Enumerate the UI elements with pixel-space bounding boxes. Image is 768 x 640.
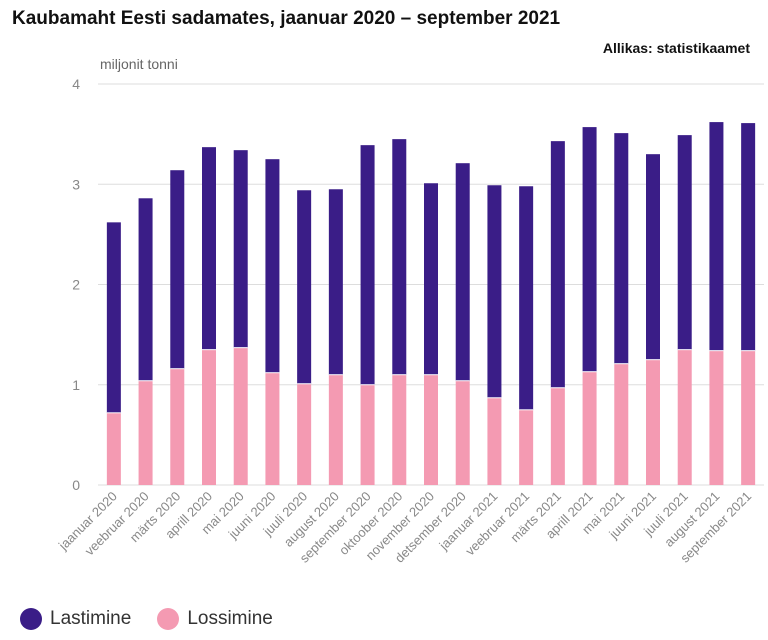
- y-tick-label: 1: [72, 377, 80, 393]
- legend-item-lastimine[interactable]: Lastimine: [20, 608, 131, 630]
- bar-lossimine: [202, 349, 216, 485]
- bar-lastimine: [582, 127, 597, 372]
- bar-lossimine: [265, 372, 280, 485]
- bar-lossimine: [138, 380, 153, 485]
- bar-lastimine: [455, 163, 470, 381]
- bar-lossimine: [582, 371, 597, 485]
- legend-label-lossimine: Lossimine: [187, 608, 273, 629]
- bar-lastimine: [709, 122, 724, 351]
- bar-lastimine: [297, 190, 312, 384]
- bar-lossimine: [455, 380, 470, 485]
- bar-lastimine: [106, 222, 121, 413]
- y-tick-label: 4: [72, 76, 80, 92]
- bar-lossimine: [709, 350, 724, 485]
- bar-lastimine: [233, 150, 248, 348]
- bar-lastimine: [646, 154, 660, 360]
- bar-lastimine: [360, 145, 375, 385]
- y-tick-label: 0: [72, 477, 80, 493]
- bar-lossimine: [614, 363, 629, 485]
- bar-lastimine: [328, 189, 343, 375]
- bar-lossimine: [170, 368, 185, 485]
- bar-lastimine: [741, 123, 756, 351]
- bar-lossimine: [392, 374, 407, 485]
- bar-lastimine: [519, 186, 534, 410]
- legend-item-lossimine[interactable]: Lossimine: [157, 608, 273, 630]
- bar-lastimine: [614, 133, 629, 364]
- bar-lastimine: [170, 170, 185, 369]
- bar-lastimine: [202, 147, 216, 350]
- bar-lastimine: [487, 185, 502, 398]
- y-tick-label: 3: [72, 176, 80, 192]
- bar-lastimine: [677, 135, 692, 350]
- chart-title: Kaubamaht Eesti sadamates, jaanuar 2020 …: [12, 8, 561, 29]
- bar-lossimine: [424, 374, 438, 485]
- bar-lastimine: [424, 183, 438, 375]
- legend-label-lastimine: Lastimine: [50, 608, 132, 629]
- bar-lossimine: [519, 409, 534, 485]
- bar-lastimine: [265, 159, 280, 373]
- y-tick-label: 2: [72, 277, 80, 293]
- bar-lossimine: [297, 383, 312, 485]
- legend-swatch-lastimine: [20, 608, 42, 630]
- legend-swatch-lossimine: [157, 608, 180, 630]
- bar-lossimine: [550, 387, 565, 485]
- bar-lossimine: [487, 397, 502, 485]
- bar-lossimine: [328, 374, 343, 485]
- bar-lastimine: [138, 198, 153, 381]
- bar-lossimine: [646, 359, 660, 485]
- source-label: Allikas: statistikaamet: [602, 40, 750, 56]
- bar-lossimine: [360, 384, 375, 485]
- bar-lossimine: [677, 349, 692, 485]
- bar-lastimine: [550, 141, 565, 388]
- bar-lastimine: [392, 139, 407, 375]
- y-axis-label: miljonit tonni: [100, 56, 178, 72]
- bar-lossimine: [741, 350, 756, 485]
- legend: Lastimine Lossimine: [20, 608, 299, 630]
- bar-lossimine: [233, 347, 248, 485]
- bar-lossimine: [106, 412, 121, 485]
